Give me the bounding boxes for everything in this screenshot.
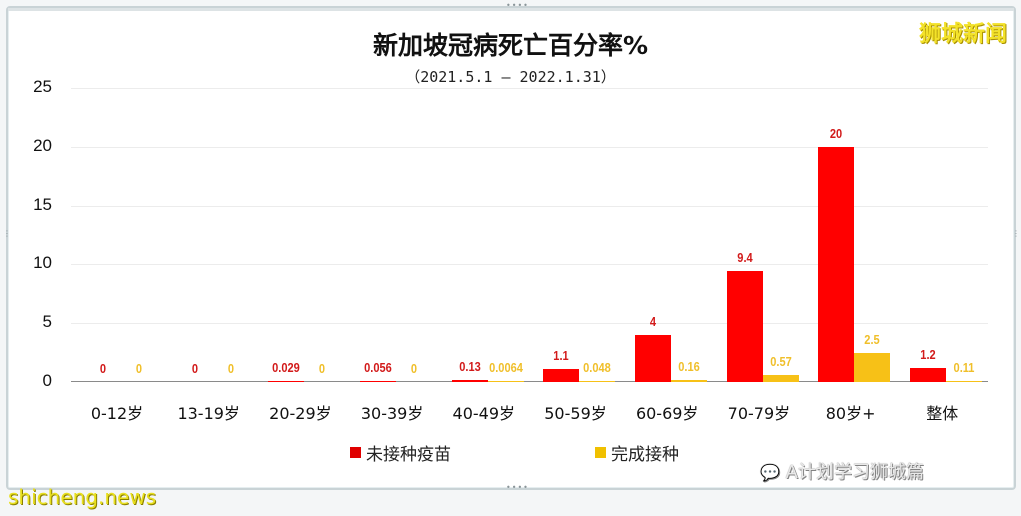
resize-handle-bottom[interactable]: •••• — [506, 483, 529, 492]
footer-watermark-right: 💬 A计划学习狮城篇 — [760, 462, 924, 483]
data-label: 2.5 — [864, 331, 881, 347]
legend-label: 未接种疫苗 — [366, 445, 451, 465]
y-tick-label: 15 — [33, 194, 52, 214]
category-group: 1.2 0.11 — [900, 88, 992, 382]
bar-vaccinated — [487, 380, 524, 382]
category-group: 4 0.16 — [625, 88, 717, 382]
y-tick-label: 0 — [42, 371, 52, 390]
data-label: 20 — [830, 125, 843, 141]
data-label: 0 — [227, 361, 234, 376]
category-group: 0.029 0 — [258, 88, 350, 382]
data-label: 0.16 — [678, 359, 700, 375]
x-tick-label: 40-49岁 — [452, 404, 516, 423]
category-group: 1.1 0.048 — [533, 88, 625, 382]
gridline — [71, 205, 988, 207]
category-group: 20 2.5 — [808, 88, 900, 382]
x-tick-label: 70-79岁 — [727, 404, 791, 423]
y-tick-label: 5 — [42, 312, 52, 332]
chart-title: 新加坡冠病死亡百分率% — [372, 31, 649, 60]
bar-vaccinated — [762, 375, 799, 382]
data-label: 9.4 — [737, 250, 753, 266]
x-axis-line — [71, 381, 988, 382]
bar-unvaccinated — [726, 271, 763, 382]
data-label: 0 — [319, 361, 326, 376]
bar-vaccinated — [579, 380, 616, 382]
bar-unvaccinated — [543, 369, 580, 382]
x-tick-label: 50-59岁 — [544, 404, 607, 423]
resize-handle-right[interactable]: ⋮ — [1012, 229, 1021, 238]
gridline — [71, 146, 988, 148]
data-label: 0.056 — [364, 359, 392, 375]
bar-unvaccinated — [268, 380, 305, 382]
resize-handle-top[interactable]: •••• — [506, 1, 529, 10]
x-tick-label: 80岁+ — [825, 404, 876, 423]
y-tick-label: 10 — [33, 253, 52, 273]
category-group: 0.13 0.0064 — [442, 88, 534, 382]
y-tick-label: 25 — [33, 77, 52, 96]
bar-unvaccinated — [910, 367, 947, 382]
x-tick-label: 60-69岁 — [635, 404, 699, 423]
footer-watermark-left: shicheng.news — [8, 485, 157, 509]
x-tick-label: 13-19岁 — [177, 404, 240, 423]
data-label: 1.2 — [920, 346, 936, 362]
bar-vaccinated — [854, 352, 891, 382]
y-tick-label: 20 — [33, 135, 52, 155]
bar-vaccinated — [946, 380, 983, 382]
legend: 未接种疫苗 完成接种 — [350, 440, 679, 465]
data-label: 0.0064 — [488, 359, 523, 375]
data-label: 0.57 — [769, 354, 792, 370]
bar-unvaccinated — [359, 380, 396, 382]
data-label: 0 — [99, 361, 106, 376]
x-tick-label: 整体 — [926, 404, 959, 423]
data-label: 0.048 — [583, 359, 612, 375]
data-label: 0.029 — [272, 359, 301, 375]
x-tick-label: 30-39岁 — [360, 404, 424, 423]
bar-vaccinated — [671, 380, 708, 382]
resize-handle-left[interactable]: ⋮ — [3, 229, 12, 238]
bar-unvaccinated — [818, 146, 855, 382]
gridline — [71, 88, 988, 89]
legend-label: 完成接种 — [611, 445, 679, 465]
plot-area: 0 0 0 0 0.029 0 0.056 0 0.13 0.0064 1.1 0.048 4 0.16 9… — [71, 88, 988, 382]
legend-item-vaccinated: 完成接种 — [595, 440, 679, 465]
wechat-icon: 💬 — [760, 463, 780, 482]
data-label: 0 — [191, 361, 198, 376]
bar-unvaccinated — [635, 334, 672, 382]
legend-swatch-red — [350, 447, 361, 458]
chart-subtitle: （2021.5.1 – 2022.1.31） — [405, 68, 616, 86]
gridline — [71, 323, 988, 325]
data-label: 0 — [135, 361, 142, 376]
data-label: 1.1 — [553, 348, 570, 364]
brand-watermark: 狮城新闻 — [918, 22, 1007, 47]
x-tick-label: 0-12岁 — [90, 404, 144, 423]
category-group: 9.4 0.57 — [717, 88, 809, 382]
data-label: 0.13 — [458, 359, 481, 375]
frame-top-border — [8, 8, 1014, 11]
data-label: 4 — [649, 313, 657, 329]
category-group: 0.056 0 — [350, 88, 442, 382]
legend-item-unvaccinated: 未接种疫苗 — [350, 440, 595, 465]
gridline — [71, 264, 988, 266]
x-tick-label: 20-29岁 — [269, 404, 332, 423]
bar-unvaccinated — [451, 380, 488, 382]
legend-swatch-gold — [595, 447, 606, 458]
data-label: 0.11 — [953, 359, 975, 375]
data-label: 0 — [410, 361, 418, 376]
